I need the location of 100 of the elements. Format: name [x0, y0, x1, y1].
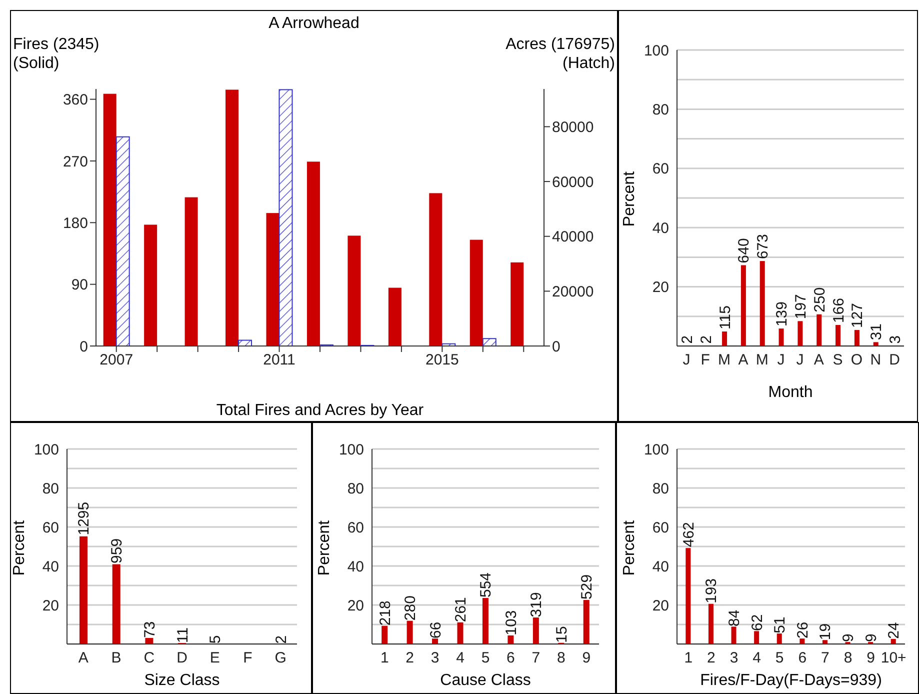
- y-tick-label: 100: [644, 42, 669, 60]
- x-tick-label: M: [756, 352, 768, 369]
- x-tick-label: 3: [430, 650, 440, 667]
- annotation: 197: [792, 294, 810, 320]
- y-tick-label: 60: [42, 519, 59, 536]
- annotation: 193: [703, 578, 720, 604]
- annotation: 1295: [76, 502, 93, 536]
- y2-tick-label: 20000: [552, 284, 594, 300]
- annotation: 9: [840, 634, 858, 642]
- annotation: 103: [502, 610, 520, 636]
- y-tick-label: 20: [652, 597, 669, 614]
- y2-tick-label: 80000: [552, 119, 594, 136]
- y-tick-label: 100: [34, 441, 59, 458]
- annotation: 24: [886, 622, 903, 639]
- annotation: 115: [716, 306, 734, 330]
- x-tick-label: 9: [582, 650, 591, 667]
- y-tick-label: 100: [644, 441, 669, 458]
- annotation: 554: [478, 572, 495, 598]
- y-axis-title: Percent: [621, 171, 639, 227]
- annotation: 139: [774, 302, 791, 327]
- x-tick-label: 9: [866, 650, 875, 667]
- x-tick-label: 2: [406, 650, 414, 667]
- x-axis-title: Cause Class: [439, 672, 532, 690]
- y-tick-label: 40: [652, 220, 669, 237]
- y-tick-label: 20: [42, 597, 59, 614]
- x-axis-title: Total Fires and Acres by Year: [215, 402, 425, 420]
- y-axis-title: Percent: [316, 520, 334, 576]
- annotation: 2: [678, 335, 696, 344]
- x-axis-title: Fires/F-Day(F-Days=939): [699, 672, 883, 690]
- annotation: 2: [698, 335, 715, 344]
- x-tick-label: B: [111, 650, 122, 667]
- y-tick-label: 40: [42, 558, 59, 576]
- x-tick-label: 4: [456, 650, 464, 667]
- annotation: 959: [108, 538, 126, 564]
- x-tick-label: 2011: [263, 352, 296, 369]
- x-tick-label: O: [850, 352, 863, 369]
- x-tick-label: 3: [730, 650, 738, 667]
- x-tick-label: J: [796, 352, 804, 369]
- x-tick-label: 4: [752, 650, 761, 667]
- annotation: 62: [748, 614, 766, 631]
- annotation: 127: [849, 302, 866, 328]
- y2-tick-label: 60000: [552, 174, 594, 191]
- annotation: 66: [427, 622, 444, 638]
- x-tick-label: C: [144, 650, 155, 667]
- annotation: 462: [680, 522, 698, 548]
- x-tick-label: 7: [821, 650, 830, 667]
- x-tick-label: A: [814, 352, 824, 369]
- y-tick-label: 100: [338, 441, 364, 458]
- y-tick-label: 270: [62, 153, 88, 170]
- y2-tick-label: 0: [552, 338, 560, 356]
- annotation: 250: [811, 287, 828, 312]
- x-tick-label: A: [738, 352, 748, 369]
- y-tick-label: 80: [347, 480, 364, 498]
- x-tick-label: 5: [481, 650, 490, 667]
- y-tick-label: 360: [62, 92, 88, 109]
- annotation: 319: [528, 592, 546, 618]
- y2-tick-label: 40000: [552, 228, 594, 246]
- y-tick-label: 80: [42, 480, 59, 498]
- x-tick-label: D: [889, 352, 900, 369]
- x-tick-label: D: [176, 650, 188, 667]
- x-tick-label: 5: [775, 650, 784, 667]
- y-tick-label: 60: [347, 519, 364, 536]
- annotation: 640: [736, 238, 753, 264]
- x-tick-label: 2: [707, 650, 716, 667]
- y-axis-title: Fires (2345) (Solid): [13, 35, 100, 73]
- annotation: 5: [207, 635, 224, 644]
- y-tick-label: 90: [71, 276, 88, 294]
- y2-axis-title: Acres (176975) (Hatch): [506, 35, 615, 73]
- x-tick-label: S: [832, 352, 843, 369]
- y-tick-label: 80: [652, 102, 669, 119]
- x-tick-label: J: [777, 352, 785, 369]
- x-tick-label: 2015: [425, 352, 459, 369]
- annotation: 673: [754, 234, 772, 260]
- chart-title: A Arrowhead: [268, 15, 360, 33]
- y-tick-label: 0: [80, 338, 88, 356]
- y-tick-label: 80: [652, 480, 669, 498]
- annotation: 15: [553, 626, 570, 643]
- x-tick-label: J: [682, 352, 690, 369]
- x-tick-label: 6: [506, 650, 515, 667]
- y-tick-label: 20: [347, 597, 364, 614]
- annotation: 73: [141, 621, 158, 638]
- x-tick-label: 1: [684, 650, 693, 667]
- annotation: 51: [772, 616, 789, 634]
- annotation: 11: [174, 627, 192, 644]
- x-tick-label: M: [718, 352, 731, 369]
- annotation: 529: [578, 574, 596, 600]
- x-tick-label: F: [700, 352, 710, 369]
- x-tick-label: 7: [532, 650, 540, 667]
- y-tick-label: 40: [347, 558, 364, 576]
- x-tick-label: 10+: [880, 650, 907, 667]
- x-tick-label: 6: [798, 650, 807, 667]
- y-axis-title: Percent: [11, 520, 29, 576]
- annotation: 9: [862, 634, 880, 642]
- x-tick-label: A: [78, 650, 88, 667]
- x-tick-label: G: [274, 650, 286, 667]
- annotation: 261: [452, 597, 470, 622]
- x-tick-label: F: [243, 650, 252, 667]
- annotation: 84: [726, 610, 744, 626]
- y-tick-label: 180: [62, 214, 88, 232]
- annotation: 26: [794, 622, 812, 638]
